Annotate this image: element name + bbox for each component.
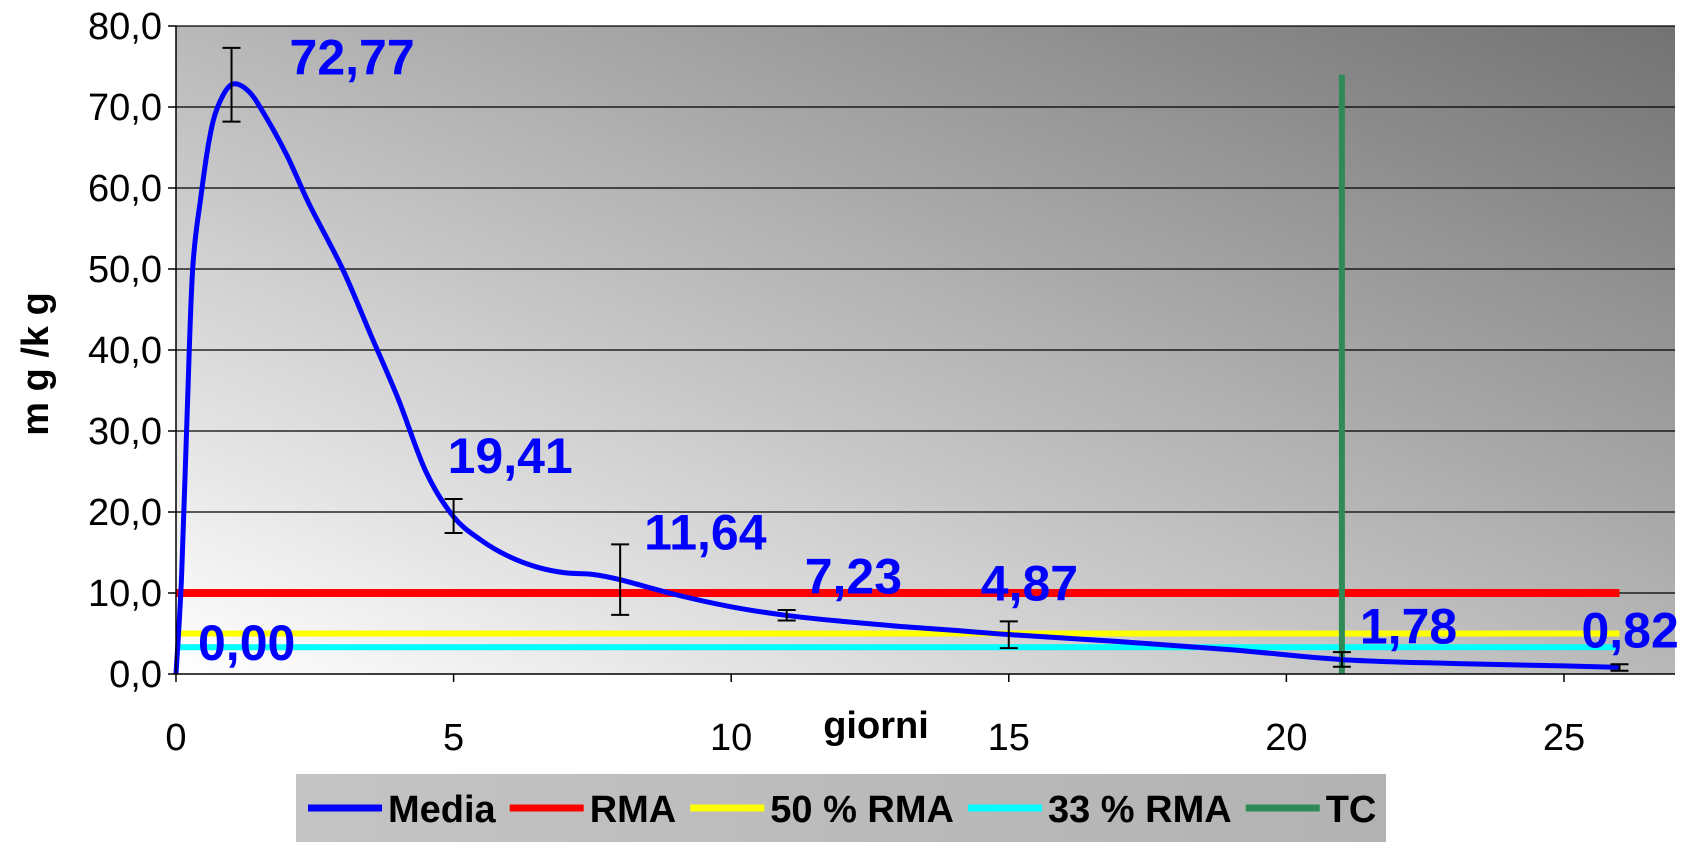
x-axis-title: giorni [823, 705, 929, 747]
x-tick-label: 15 [988, 717, 1030, 759]
y-axis-title: m g /k g [15, 292, 57, 436]
x-tick-label: 20 [1265, 717, 1307, 759]
legend-box [296, 774, 1386, 842]
y-tick-label: 80,0 [88, 6, 162, 48]
data-label: 72,77 [290, 30, 415, 86]
data-label: 7,23 [805, 548, 902, 604]
y-tick-label: 70,0 [88, 87, 162, 129]
y-tick-label: 60,0 [88, 168, 162, 210]
legend-label: RMA [590, 789, 677, 831]
data-label: 19,41 [448, 428, 573, 484]
data-label: 0,82 [1581, 602, 1678, 658]
data-label: 11,64 [644, 505, 767, 561]
x-tick-label: 10 [710, 717, 752, 759]
legend-label: Media [388, 789, 497, 831]
y-tick-label: 10,0 [88, 573, 162, 615]
series-curve-0 [173, 81, 1620, 675]
y-tick-label: 30,0 [88, 411, 162, 453]
legend-label: TC [1326, 789, 1377, 831]
data-label: 4,87 [981, 556, 1078, 612]
x-tick-label: 25 [1543, 717, 1585, 759]
y-tick-label: 50,0 [88, 249, 162, 291]
y-tick-label: 40,0 [88, 330, 162, 372]
y-tick-label: 20,0 [88, 492, 162, 534]
x-tick-label: 5 [443, 717, 464, 759]
legend-label: 33 % RMA [1048, 789, 1232, 831]
data-label: 1,78 [1360, 599, 1457, 655]
y-tick-label: 0,0 [109, 654, 162, 696]
legend-label: 50 % RMA [770, 789, 954, 831]
x-tick-label: 0 [165, 717, 186, 759]
data-label: 0,00 [198, 615, 295, 671]
